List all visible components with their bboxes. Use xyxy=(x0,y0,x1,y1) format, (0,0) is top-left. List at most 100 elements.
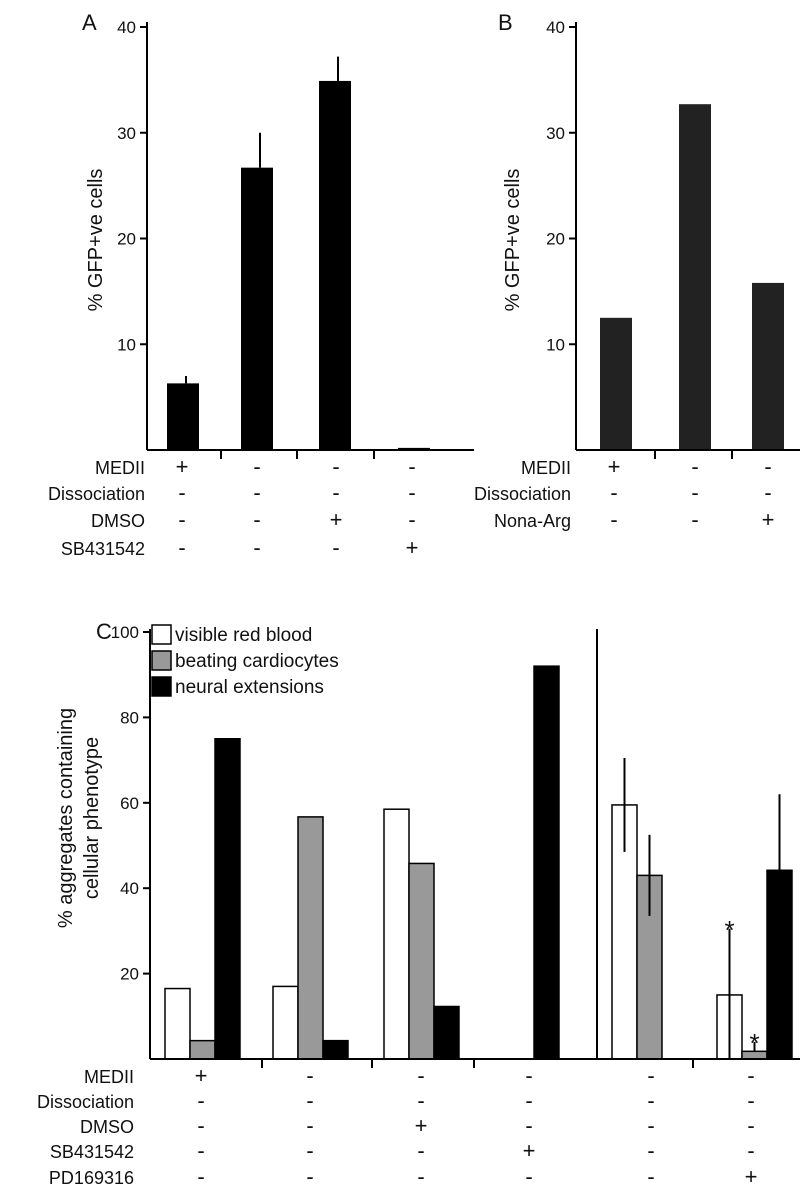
panel-b-bars xyxy=(600,104,784,450)
panel-c-legend-label: neural extensions xyxy=(175,677,324,698)
panel-b-condition-table: MEDII + - -Dissociation - - -Nona-Arg - - + xyxy=(474,454,774,532)
panel-c-condition-sign: - xyxy=(647,1164,654,1189)
panel-c-bar xyxy=(383,808,410,1060)
panel-c-label: C xyxy=(96,619,112,644)
panel-c-bars: ** xyxy=(164,665,793,1060)
panel-a-axes xyxy=(146,22,474,459)
panel-c-y-axis-label-line1: % aggregates containing xyxy=(55,708,77,928)
panel-a-condition-sign: - xyxy=(178,480,185,505)
panel-c-y-ticks: 20 40 60 80 100 xyxy=(111,623,150,984)
panel-c-bar xyxy=(164,987,191,1060)
panel-c-condition-sign: - xyxy=(417,1164,424,1189)
panel-c-legend-swatch xyxy=(151,650,172,671)
panel-a-y-tick-label: 40 xyxy=(117,18,136,37)
panel-a-condition-sign: - xyxy=(408,507,415,532)
panel-a-bar xyxy=(167,383,199,450)
panel-c-condition-sign: - xyxy=(747,1113,754,1138)
panel-a-condition-sign: - xyxy=(408,454,415,479)
panel-c-condition-sign: - xyxy=(197,1113,204,1138)
panel-c-condition-sign: - xyxy=(306,1113,313,1138)
panel-c-condition-sign: - xyxy=(417,1063,424,1088)
panel-c-condition-sign: + xyxy=(745,1164,758,1189)
panel-c-condition-sign: + xyxy=(415,1113,428,1138)
panel-c-axes xyxy=(149,629,800,1068)
panel-c-condition-label: MEDII xyxy=(84,1067,134,1087)
panel-c-condition-sign: - xyxy=(525,1088,532,1113)
panel-b-label: B xyxy=(498,10,513,35)
panel-c-condition-sign: - xyxy=(417,1088,424,1113)
panel-c-bar xyxy=(408,862,435,1060)
panel-c-bar xyxy=(272,985,299,1060)
panel-c-y-tick-label: 100 xyxy=(111,623,139,642)
panel-a-condition-sign: - xyxy=(408,480,415,505)
panel-a-bar xyxy=(319,80,351,451)
panel-b-bar xyxy=(679,104,711,450)
panel-b-y-tick-label: 20 xyxy=(546,230,565,249)
panel-c-bar xyxy=(214,738,241,1060)
panel-a-condition-sign: - xyxy=(253,454,260,479)
panel-c-condition-sign: - xyxy=(747,1138,754,1163)
panel-b-condition-sign: - xyxy=(691,480,698,505)
panel-c-bar xyxy=(322,1039,349,1060)
panel-a-condition-sign: - xyxy=(253,535,260,560)
panel-c-condition-sign: - xyxy=(306,1063,313,1088)
panel-a-bar xyxy=(241,167,273,450)
panel-c-condition-sign: - xyxy=(525,1063,532,1088)
panel-c-condition-label: PD169316 xyxy=(49,1168,134,1188)
panel-a-condition-sign: - xyxy=(253,507,260,532)
panel-c-y-tick-label: 80 xyxy=(120,708,139,727)
panel-b-bar xyxy=(600,317,632,450)
panel-a-y-ticks: 10 20 30 40 xyxy=(117,18,147,354)
panel-b-y-ticks: 10 20 30 40 xyxy=(546,18,576,354)
panel-a-y-axis-label: % GFP+ve cells xyxy=(85,169,107,312)
panel-a-y-tick-label: 30 xyxy=(117,124,136,143)
panel-b-condition-sign: - xyxy=(610,507,617,532)
panel-b-condition-sign: - xyxy=(764,480,771,505)
panel-a-condition-sign: - xyxy=(178,535,185,560)
panel-c-condition-sign: - xyxy=(647,1113,654,1138)
panel-b-condition-sign: - xyxy=(691,454,698,479)
panel-b-bar xyxy=(752,282,784,450)
panel-b-y-tick-label: 30 xyxy=(546,124,565,143)
panel-c-condition-sign: - xyxy=(747,1063,754,1088)
panel-c-y-axis-label-line2: cellular phenotype xyxy=(81,737,103,899)
panel-a-condition-sign: - xyxy=(253,480,260,505)
panel-c-condition-sign: - xyxy=(647,1088,654,1113)
panel-a-condition-sign: + xyxy=(176,454,189,479)
panel-a-condition-label: MEDII xyxy=(95,458,145,478)
panel-c-bar xyxy=(533,665,560,1060)
panel-c-legend: visible red blood beating cardiocytes neur… xyxy=(151,624,339,698)
panel-c-condition-label: DMSO xyxy=(80,1117,134,1137)
panel-b-y-axis-label: % GFP+ve cells xyxy=(502,169,524,312)
panel-c-condition-sign: - xyxy=(306,1164,313,1189)
panel-c-condition-sign: - xyxy=(306,1088,313,1113)
panel-c-condition-sign: - xyxy=(197,1164,204,1189)
panel-b-condition-label: Nona-Arg xyxy=(494,511,571,531)
panel-c-condition-sign: - xyxy=(197,1138,204,1163)
panel-c-condition-sign: - xyxy=(647,1063,654,1088)
panel-a-condition-sign: - xyxy=(332,454,339,479)
panel-c-bar xyxy=(433,1005,460,1060)
panel-c-condition-sign: - xyxy=(525,1164,532,1189)
panel-c-condition-sign: + xyxy=(523,1138,536,1163)
panel-a-bar xyxy=(398,447,430,450)
panel-b-axes xyxy=(575,22,800,459)
panel-c-condition-sign: - xyxy=(525,1113,532,1138)
panel-a-condition-label: SB431542 xyxy=(61,539,145,559)
panel-a-y-tick-label: 10 xyxy=(117,335,136,354)
panel-c-legend-label: beating cardiocytes xyxy=(175,651,339,672)
panel-b-condition-label: Dissociation xyxy=(474,484,571,504)
panel-b-y-tick-label: 40 xyxy=(546,18,565,37)
panel-a-condition-sign: - xyxy=(332,480,339,505)
panel-a-condition-label: Dissociation xyxy=(48,484,145,504)
panel-a-condition-table: MEDII + - - -Dissociation - - - -DMSO - - + -SB43154… xyxy=(48,454,418,560)
panel-c-y-tick-label: 20 xyxy=(120,965,139,984)
panel-c: C % aggregates containing cellular pheno… xyxy=(37,619,800,1189)
panel-c-condition-sign: - xyxy=(747,1088,754,1113)
panel-b-condition-sign: + xyxy=(762,507,775,532)
panel-a-condition-sign: + xyxy=(406,535,419,560)
panel-c-condition-label: Dissociation xyxy=(37,1092,134,1112)
